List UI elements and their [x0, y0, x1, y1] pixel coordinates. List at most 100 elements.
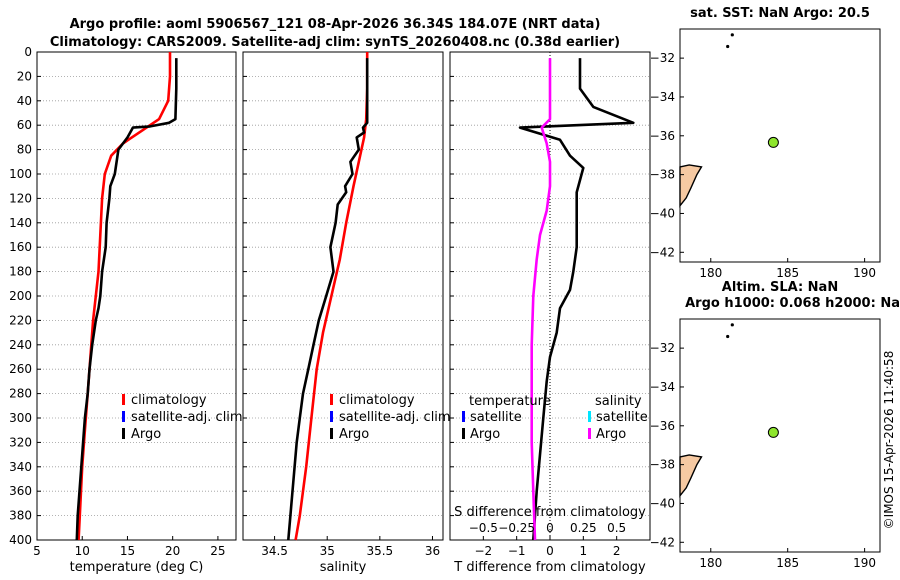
x-tick-label: 185 [776, 556, 799, 570]
argo-float-marker [767, 426, 779, 438]
y-tick-label: 240 [9, 338, 32, 352]
y-tick-label: 340 [9, 460, 32, 474]
x-tick-label: 185 [776, 266, 799, 280]
legend-entry: Argo [339, 427, 369, 442]
x-tick-label: 25 [210, 544, 225, 558]
y-tick-label: 400 [9, 533, 32, 547]
legend-swatch [330, 428, 333, 439]
x-tick-label: 34.5 [261, 544, 288, 558]
legend-swatch [122, 428, 125, 439]
x-axis-label: temperature (deg C) [70, 560, 204, 575]
x-tick-label: 20 [165, 544, 180, 558]
figure-title-line1: Argo profile: aoml 5906567_121 08-Apr-20… [70, 17, 601, 32]
y-tick-label: 40 [17, 94, 32, 108]
legend-swatch [588, 411, 591, 422]
map-title: sat. SST: NaN Argo: 20.5 [690, 6, 870, 21]
legend-entry: satellite-adj. clim [131, 410, 243, 425]
s-diff-tick-label: 0 [546, 521, 554, 535]
y-tick-label: −36 [650, 129, 675, 143]
legend-s-title: salinity [595, 394, 642, 409]
y-tick-label: 200 [9, 289, 32, 303]
y-tick-label: −42 [650, 245, 675, 259]
map-title-line2: Argo h1000: 0.068 h2000: NaN [685, 296, 900, 311]
x-tick-label: 0 [546, 544, 554, 558]
s-diff-tick-label: −0.25 [498, 521, 535, 535]
x-tick-label: 180 [699, 266, 722, 280]
y-tick-label: −32 [650, 51, 675, 65]
x-tick-label: 10 [75, 544, 90, 558]
y-tick-label: −40 [650, 496, 675, 510]
y-tick-label: 100 [9, 167, 32, 181]
legend-swatch [330, 394, 333, 405]
x-tick-label: 35.5 [366, 544, 393, 558]
land-polygon [679, 164, 703, 208]
x-tick-label: −1 [508, 544, 526, 558]
x-tick-label: 2 [613, 544, 621, 558]
y-tick-label: 380 [9, 509, 32, 523]
s-diff-tick-label: 0.25 [570, 521, 597, 535]
difference-panel: −2 −1 0 1 2 T difference from climatology S di… [449, 51, 651, 575]
series-line-argo [287, 58, 369, 541]
legend-swatch [588, 428, 591, 439]
y-tick-label: −38 [650, 458, 675, 472]
x-tick-label: 180 [699, 556, 722, 570]
island-marker [730, 323, 734, 327]
legend-entry: satellite [470, 410, 522, 425]
series-line-t-difference-argo [518, 58, 635, 541]
x-tick-label: 190 [853, 266, 876, 280]
x-tick-label: 36 [425, 544, 440, 558]
legend-entry: Argo [596, 427, 626, 442]
legend-entry: satellite-adj. clim [339, 410, 451, 425]
y-tick-label: −32 [650, 341, 675, 355]
s-diff-tick-label: 0.5 [607, 521, 626, 535]
y-tick-label: −34 [650, 90, 675, 104]
x-tick-label: 15 [120, 544, 135, 558]
argo-float-marker [767, 136, 779, 148]
y-tick-label: 20 [17, 69, 32, 83]
island-marker [730, 33, 734, 37]
y-tick-label: −40 [650, 206, 675, 220]
legend-entry: Argo [470, 427, 500, 442]
legend-entry: climatology [339, 393, 415, 408]
legend-swatch [462, 411, 465, 422]
y-tick-label: 320 [9, 435, 32, 449]
island-marker [726, 334, 730, 339]
y-tick-label: −38 [650, 168, 675, 182]
x-axis-label: salinity [320, 560, 367, 575]
map-title: Altim. SLA: NaN [722, 280, 838, 295]
salinity-panel: 34.5 35 35.5 36 salinity climatology satellite… [242, 51, 451, 575]
legend-swatch [330, 411, 333, 422]
x-axis-label: T difference from climatology [453, 560, 646, 575]
x-tick-label: 190 [853, 556, 876, 570]
y-tick-label: −42 [650, 535, 675, 549]
y-tick-label: 140 [9, 216, 32, 230]
y-tick-label: 180 [9, 265, 32, 279]
figure-title-line2: Climatology: CARS2009. Satellite-adj cli… [50, 35, 620, 50]
s-diff-axis-label: S difference from climatology [454, 505, 646, 520]
land-polygon [679, 454, 703, 498]
y-tick-label: 280 [9, 387, 32, 401]
y-tick-label: 300 [9, 411, 32, 425]
temperature-panel: 5 10 15 20 25 0 20 40 60 80 100 120 140 160 180 200 220 2… [9, 45, 243, 575]
s-diff-tick-label: −0.5 [469, 521, 498, 535]
y-tick-label: 260 [9, 362, 32, 376]
legend-entry: Argo [131, 427, 161, 442]
island-marker [726, 44, 730, 49]
x-tick-label: 1 [580, 544, 588, 558]
legend-entry: climatology [131, 393, 207, 408]
x-tick-label: 35 [320, 544, 335, 558]
y-tick-label: −36 [650, 419, 675, 433]
y-tick-label: 0 [24, 45, 32, 59]
y-tick-label: 120 [9, 191, 32, 205]
map-axes-box [679, 318, 881, 553]
legend-t-title: temperature [469, 394, 551, 409]
legend-swatch [122, 394, 125, 405]
y-tick-label: 220 [9, 313, 32, 327]
y-tick-label: 160 [9, 240, 32, 254]
series-line-s-difference-argo [530, 58, 552, 541]
sst-map-panel: sat. SST: NaN Argo: 20.5 180 185 190 −32 −34 −… [650, 6, 881, 280]
y-tick-label: 60 [17, 118, 32, 132]
y-tick-label: −34 [650, 380, 675, 394]
y-tick-label: 80 [17, 143, 32, 157]
